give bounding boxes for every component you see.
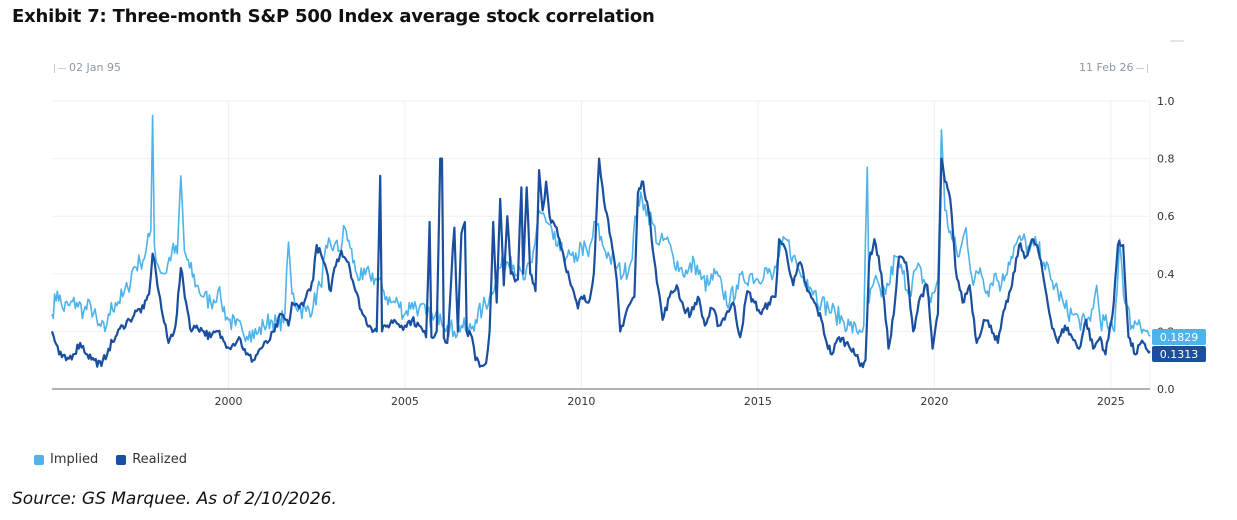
x-tick-label: 2025 xyxy=(1097,395,1125,408)
legend: Implied Realized xyxy=(34,452,187,467)
y-tick-label: 0.4 xyxy=(1157,268,1175,281)
x-tick-label: 2010 xyxy=(567,395,595,408)
x-tick-label: 2005 xyxy=(391,395,419,408)
range-start-label[interactable]: 02 Jan 95 xyxy=(54,61,121,74)
x-tick-label: 2000 xyxy=(214,395,242,408)
tag-background xyxy=(1152,346,1206,362)
range-start-dash-icon xyxy=(58,67,66,69)
last-value-tags: 0.1829 0.1313 xyxy=(1152,329,1206,362)
tag-value: 0.1829 xyxy=(1160,331,1199,344)
legend-swatch-implied xyxy=(34,454,44,465)
range-start-text: 02 Jan 95 xyxy=(69,61,121,74)
series-line-implied xyxy=(51,114,1151,343)
legend-item-realized[interactable]: Realized xyxy=(116,452,187,467)
legend-swatch-realized xyxy=(116,454,127,465)
range-end-dash-icon xyxy=(1136,67,1145,69)
gridlines xyxy=(52,100,1151,389)
tag-value: 0.1313 xyxy=(1160,348,1199,361)
y-tick-label: 0.6 xyxy=(1157,210,1175,223)
x-axis-ticks: 2000 2005 2010 2015 2020 2025 xyxy=(214,395,1124,408)
exhibit-title: Exhibit 7: Three-month S&P 500 Index ave… xyxy=(12,6,655,27)
series-line-realized xyxy=(50,157,1151,369)
y-tick-label: 0.0 xyxy=(1157,383,1175,396)
menu-handle-icon[interactable] xyxy=(1170,40,1184,42)
last-value-tag-implied: 0.1829 xyxy=(1152,329,1206,345)
y-tick-label: 0.8 xyxy=(1157,153,1175,166)
x-tick-label: 2015 xyxy=(744,395,772,408)
y-tick-label: 1.0 xyxy=(1157,95,1175,108)
range-end-text: 11 Feb 26 xyxy=(1079,61,1134,74)
tag-background xyxy=(1152,329,1206,345)
range-end-handle-icon xyxy=(1147,63,1149,73)
legend-label-realized: Realized xyxy=(132,452,187,467)
series-lines xyxy=(50,114,1151,369)
source-note: Source: GS Marquee. As of 2/10/2026. xyxy=(12,489,337,509)
last-value-tag-realized: 0.1313 xyxy=(1152,346,1206,362)
range-start-handle-icon xyxy=(54,63,55,73)
range-end-label[interactable]: 11 Feb 26 xyxy=(1079,61,1149,74)
x-tick-label: 2020 xyxy=(920,395,948,408)
legend-label-implied: Implied xyxy=(50,452,99,467)
legend-item-implied[interactable]: Implied xyxy=(34,452,98,467)
